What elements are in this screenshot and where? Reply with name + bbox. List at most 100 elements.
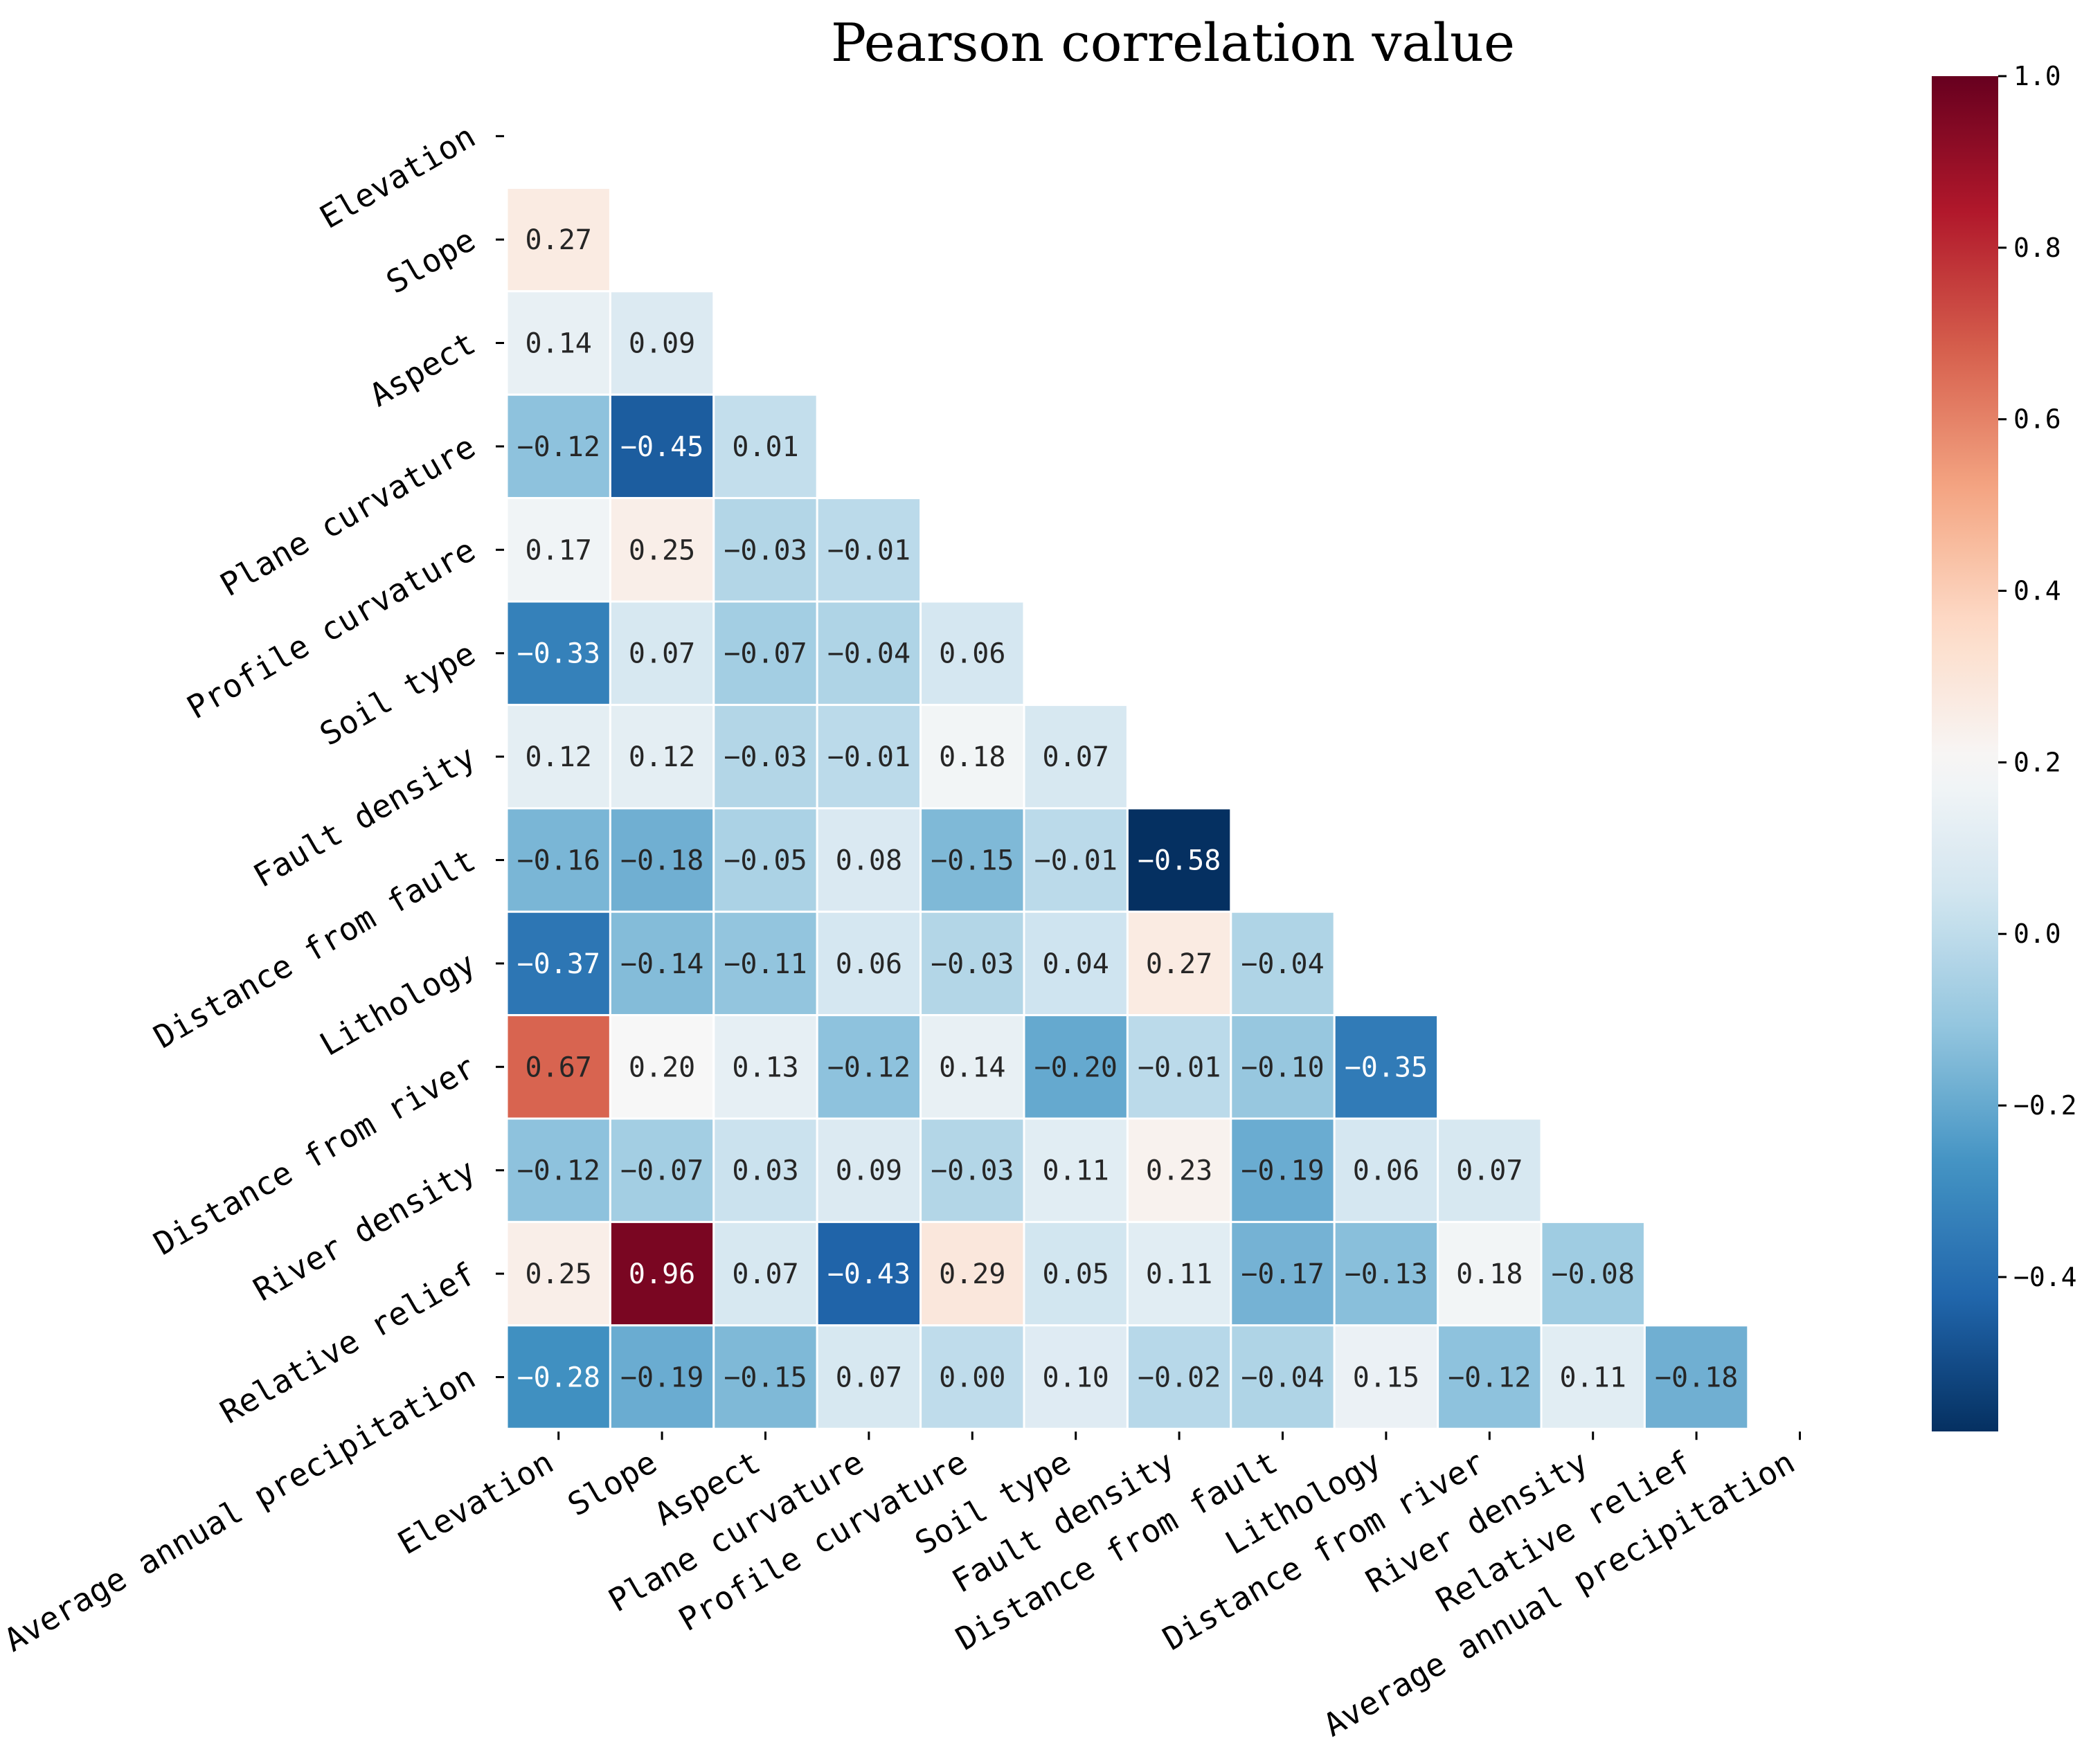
cell-value-label-r12-c5: 0.10 xyxy=(1043,1362,1109,1394)
cell-value-label-r4-c3: −0.01 xyxy=(827,534,910,566)
heatmap-cell-r6-c1 xyxy=(609,703,715,810)
heatmap-cell-r7-c0 xyxy=(505,807,611,913)
cell-value-label-r7-c5: −0.01 xyxy=(1034,845,1117,877)
cell-value-label-r6-c0: 0.12 xyxy=(526,741,592,773)
heatmap-cell-r5-c1 xyxy=(609,600,715,706)
cell-value-label-r3-c1: −0.45 xyxy=(620,431,703,463)
cell-value-label-r7-c4: −0.15 xyxy=(931,845,1014,877)
cell-value-label-r9-c3: −0.12 xyxy=(827,1051,910,1083)
cell-value-label-r12-c8: 0.15 xyxy=(1353,1362,1419,1394)
cell-value-label-r2-c0: 0.14 xyxy=(526,328,592,360)
cell-value-label-r11-c10: −0.08 xyxy=(1551,1258,1634,1290)
cell-value-label-r9-c8: −0.35 xyxy=(1345,1051,1428,1083)
heatmap-cell-r10-c4 xyxy=(919,1117,1025,1223)
heatmap-cell-r12-c2 xyxy=(712,1324,818,1430)
cell-value-label-r11-c7: −0.17 xyxy=(1241,1258,1324,1290)
cell-value-label-r4-c1: 0.25 xyxy=(629,534,695,566)
cell-value-label-r6-c5: 0.07 xyxy=(1043,741,1109,773)
y-tick-label-7: Distance from fault xyxy=(147,841,482,1056)
cell-value-label-r10-c9: 0.07 xyxy=(1456,1155,1523,1187)
cell-value-label-r5-c4: 0.06 xyxy=(939,638,1005,670)
cell-value-label-r11-c9: 0.18 xyxy=(1456,1258,1523,1290)
heatmap-cell-r10-c1 xyxy=(609,1117,715,1223)
heatmap-cell-r6-c3 xyxy=(816,703,922,810)
heatmap-cells: 0.270.14 0.09−0.12 −0.45 0.010.17 0.25 −0.03−… xyxy=(505,186,1750,1430)
cell-value-label-r11-c8: −0.13 xyxy=(1345,1258,1428,1290)
heatmap-cell-r10-c7 xyxy=(1230,1117,1336,1223)
y-tick-label-4: Profile curvature xyxy=(181,531,482,726)
cell-value-label-r12-c6: −0.02 xyxy=(1138,1362,1221,1394)
cell-value-label-r11-c5: 0.05 xyxy=(1043,1258,1109,1290)
cell-value-label-r10-c2: 0.03 xyxy=(732,1155,798,1187)
colorbar: 1.0 0.8 0.6 0.4 0.2 0.0 −0.2 −0.4 xyxy=(1932,61,2077,1431)
y-tick-label-2: Aspect xyxy=(364,324,482,414)
colorbar-gradient xyxy=(1932,76,1998,1431)
cell-value-label-r12-c11: −0.18 xyxy=(1655,1362,1738,1394)
cell-value-label-r5-c0: −0.33 xyxy=(517,638,600,670)
heatmap-cell-r3-c2 xyxy=(712,393,818,500)
cell-value-label-r3-c0: −0.12 xyxy=(517,431,600,463)
x-tick-label-1: Slope xyxy=(562,1443,663,1524)
heatmap-cell-r6-c0 xyxy=(505,703,611,810)
cell-value-label-r4-c2: −0.03 xyxy=(724,534,807,566)
heatmap-cell-r7-c1 xyxy=(609,807,715,913)
cell-value-label-r12-c4: 0.00 xyxy=(939,1362,1005,1394)
heatmap-cell-r8-c2 xyxy=(712,910,818,1017)
heatmap-cell-r10-c2 xyxy=(712,1117,818,1223)
heatmap-cell-r11-c3 xyxy=(816,1220,922,1327)
colorbar-tick-label-0: 1.0 xyxy=(2013,61,2061,91)
cell-value-label-r11-c0: 0.25 xyxy=(526,1258,592,1290)
cell-value-label-r6-c1: 0.12 xyxy=(629,741,695,773)
cell-value-label-r11-c2: 0.07 xyxy=(732,1258,798,1290)
cell-value-label-r8-c2: −0.11 xyxy=(724,948,807,980)
heatmap-cell-r5-c3 xyxy=(816,600,922,706)
cell-value-label-r10-c8: 0.06 xyxy=(1353,1155,1419,1187)
heatmap-cell-r12-c9 xyxy=(1437,1324,1543,1430)
y-tick-label-5: Soil type xyxy=(314,634,482,752)
heatmap-cell-r11-c0 xyxy=(505,1220,611,1327)
cell-value-label-r7-c6: −0.58 xyxy=(1138,845,1221,877)
x-tick-label-0: Elevation xyxy=(391,1443,559,1562)
heatmap-cell-r9-c2 xyxy=(712,1014,818,1120)
cell-value-label-r8-c3: 0.06 xyxy=(836,948,902,980)
colorbar-tick-label-1: 0.8 xyxy=(2013,233,2061,263)
heatmap-cell-r6-c2 xyxy=(712,703,818,810)
cell-value-label-r12-c2: −0.15 xyxy=(724,1362,807,1394)
cell-value-label-r4-c0: 0.17 xyxy=(526,534,592,566)
heatmap-cell-r12-c7 xyxy=(1230,1324,1336,1430)
y-tick-label-0: Elevation xyxy=(314,117,482,235)
heatmap-cell-r9-c8 xyxy=(1333,1014,1439,1120)
cell-value-label-r8-c7: −0.04 xyxy=(1241,948,1324,980)
heatmap-cell-r12-c3 xyxy=(816,1324,922,1430)
cell-value-label-r9-c7: −0.10 xyxy=(1241,1051,1324,1083)
heatmap-cell-r9-c6 xyxy=(1126,1014,1232,1120)
cell-value-label-r7-c2: −0.05 xyxy=(724,845,807,877)
heatmap-cell-r9-c5 xyxy=(1023,1014,1129,1120)
heatmap-cell-r12-c5 xyxy=(1023,1324,1129,1430)
cell-value-label-r7-c1: −0.18 xyxy=(620,845,703,877)
cell-value-label-r10-c6: 0.23 xyxy=(1146,1155,1212,1187)
colorbar-tick-label-7: −0.4 xyxy=(2013,1262,2077,1292)
cell-value-label-r9-c1: 0.20 xyxy=(629,1051,695,1083)
cell-value-label-r6-c4: 0.18 xyxy=(939,741,1005,773)
cell-value-label-r11-c1: 0.96 xyxy=(629,1258,695,1290)
cell-value-label-r8-c4: −0.03 xyxy=(931,948,1014,980)
cell-value-label-r12-c3: 0.07 xyxy=(836,1362,902,1394)
heatmap-cell-r9-c0 xyxy=(505,1014,611,1120)
cell-value-label-r12-c0: −0.28 xyxy=(517,1362,600,1394)
heatmap-cell-r12-c8 xyxy=(1333,1324,1439,1430)
cell-value-label-r10-c0: −0.12 xyxy=(517,1155,600,1187)
heatmap-cell-r12-c1 xyxy=(609,1324,715,1430)
heatmap-cell-r11-c10 xyxy=(1540,1220,1646,1327)
heatmap-cell-r10-c3 xyxy=(816,1117,922,1223)
cell-value-label-r6-c3: −0.01 xyxy=(827,741,910,773)
cell-value-label-r11-c4: 0.29 xyxy=(939,1258,1005,1290)
heatmap-cell-r1-c0 xyxy=(505,186,611,293)
cell-value-label-r10-c7: −0.19 xyxy=(1241,1155,1324,1187)
colorbar-tick-label-4: 0.2 xyxy=(2013,747,2061,777)
cell-value-label-r8-c6: 0.27 xyxy=(1146,948,1212,980)
cell-value-label-r6-c2: −0.03 xyxy=(724,741,807,773)
cell-value-label-r10-c3: 0.09 xyxy=(836,1155,902,1187)
cell-value-label-r8-c5: 0.04 xyxy=(1043,948,1109,980)
